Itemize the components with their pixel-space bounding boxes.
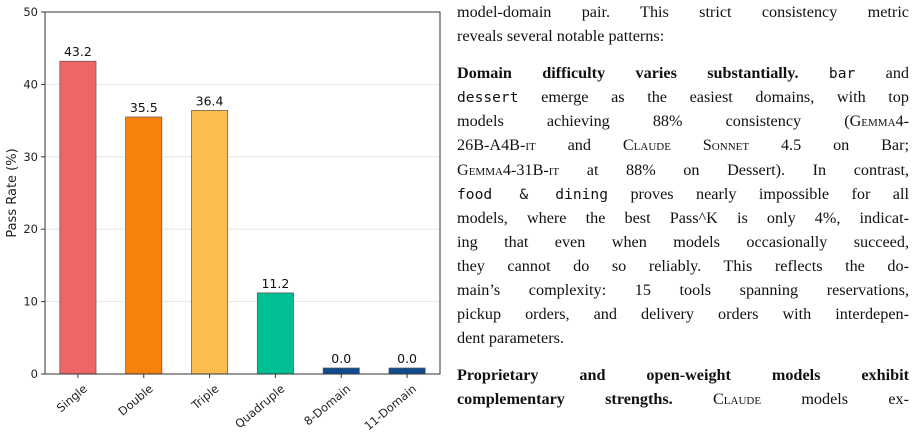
y-axis-label: Pass Rate (%) (5, 148, 20, 237)
text-span: at 88% on Dessert). In contrast, (586, 160, 909, 179)
text-line: Domain difficulty varies substantially. … (457, 61, 909, 85)
text-span: and (885, 64, 910, 83)
bar-triple (191, 110, 229, 375)
text-span: emerge as the easiest domains, with top (541, 88, 909, 107)
y-tick-label: 20 (23, 222, 38, 236)
plot-frame (44, 11, 441, 375)
bar-11-domain (388, 367, 426, 375)
model-name: Gemma4- (849, 112, 909, 131)
text-line: reveals several notable patterns: (457, 27, 665, 46)
text-line: dessert emerge as the easiest domains, w… (457, 85, 909, 109)
text-span: and (567, 136, 591, 155)
text-line: complementary strengths. Claude models e… (457, 387, 909, 411)
text-line: food & dining proves nearly impossible f… (457, 182, 909, 206)
model-name: Claude Sonnet (622, 136, 750, 155)
bar-chart: 0 10 20 30 40 50 43.2 Single 35.5 Double 36.4 Tripl… (0, 0, 450, 448)
paragraph-heading: complementary strengths. (457, 390, 673, 409)
text-span: models achieving 88% consistency ( (457, 112, 850, 131)
text-line: model-domain pair. This strict consisten… (457, 3, 909, 21)
bar-value-label: 0.0 (397, 351, 417, 366)
bar-value-label: 35.5 (130, 100, 158, 115)
inline-code: food & dining (457, 185, 608, 203)
text-span: proves nearly impossible for all (630, 184, 909, 203)
text-span: 4.5 on Bar; (780, 136, 909, 155)
text-span: models ex- (801, 390, 909, 409)
bar-value-label: 11.2 (261, 276, 289, 291)
model-name: Claude (712, 390, 762, 409)
text-line: main’s complexity: 15 tools spanning res… (457, 281, 909, 300)
text-line: 26B-A4B-it and Claude Sonnet 4.5 on Bar; (457, 133, 909, 157)
text-line: models, where the best Pass^K is only 4%… (457, 208, 909, 227)
chart-svg: 0 10 20 30 40 50 43.2 Single 35.5 Double 36.4 Tripl… (5, 5, 441, 433)
text-line: ing that even when models occasionally s… (457, 232, 909, 251)
inline-code: dessert (457, 89, 519, 107)
bar-value-label: 36.4 (196, 93, 224, 108)
paragraph-heading: Proprietary and open-weight models exhib… (457, 366, 909, 385)
bar-double (125, 116, 163, 375)
bar-8-domain (322, 367, 360, 375)
y-tick-label: 40 (23, 77, 38, 91)
bar-value-label: 0.0 (331, 351, 351, 366)
model-name: Gemma4-31B-it (457, 160, 560, 179)
paper-text-column: model-domain pair. This strict consisten… (457, 0, 909, 412)
x-tick-label: Triple (188, 382, 221, 413)
text-line: pickup orders, and delivery orders with … (457, 305, 909, 324)
text-line: they cannot do so reliably. This reflect… (457, 256, 909, 275)
bar-value-label: 43.2 (64, 44, 92, 59)
y-tick-label: 0 (31, 367, 38, 381)
x-tick-label: Double (115, 382, 155, 419)
y-tick-label: 50 (23, 5, 38, 19)
model-name: 26B-A4B-it (457, 136, 536, 155)
bar-single (59, 60, 97, 375)
y-tick-label: 10 (23, 295, 38, 309)
x-tick-label: 11-Domain (361, 382, 419, 433)
paragraph-heading: Domain difficulty varies substantially. (457, 64, 799, 83)
text-line: models achieving 88% consistency (Gemma4… (457, 109, 909, 133)
y-tick-label: 30 (23, 150, 38, 164)
inline-code: bar (828, 65, 856, 83)
bar-quadruple (256, 292, 294, 375)
x-tick-label: Quadruple (232, 382, 287, 431)
text-line: dent parameters. (457, 329, 564, 348)
x-tick-label: Single (54, 382, 90, 415)
text-line: Gemma4-31B-it at 88% on Dessert). In con… (457, 158, 909, 182)
x-tick-label: 8-Domain (301, 382, 353, 429)
